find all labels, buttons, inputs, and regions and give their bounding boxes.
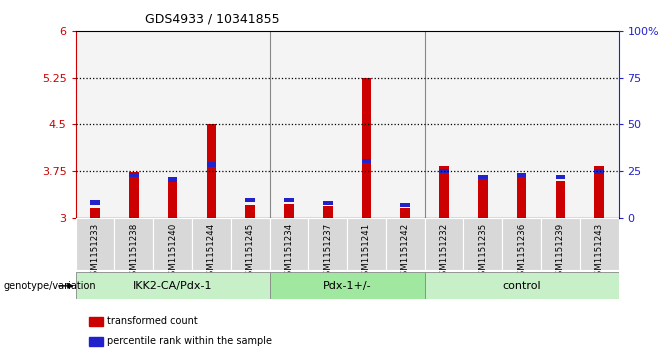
Bar (114, 218, 153, 270)
Bar (580, 31, 619, 218)
Text: GSM1151241: GSM1151241 (362, 223, 371, 281)
Bar (362, 159, 371, 163)
Bar (347, 218, 386, 270)
Bar (90, 200, 100, 205)
Bar (439, 166, 449, 218)
Bar (386, 218, 424, 270)
Bar (168, 179, 178, 218)
Text: transformed count: transformed count (107, 316, 198, 326)
Bar (231, 218, 270, 270)
Bar (270, 31, 309, 218)
Text: GSM1151244: GSM1151244 (207, 223, 216, 281)
Bar (478, 175, 488, 179)
Bar (245, 205, 255, 218)
Text: GSM1151242: GSM1151242 (401, 223, 410, 281)
Text: IKK2-CA/Pdx-1: IKK2-CA/Pdx-1 (133, 281, 213, 291)
Text: genotype/variation: genotype/variation (3, 281, 96, 291)
Text: GDS4933 / 10341855: GDS4933 / 10341855 (145, 13, 280, 26)
Bar (386, 31, 424, 218)
Bar (555, 175, 565, 179)
Bar (424, 272, 619, 299)
Text: GSM1151237: GSM1151237 (323, 223, 332, 281)
Text: GSM1151233: GSM1151233 (91, 223, 99, 281)
Bar (245, 198, 255, 202)
Bar (270, 218, 309, 270)
Bar (347, 31, 386, 218)
Text: GSM1151245: GSM1151245 (245, 223, 255, 281)
Bar (76, 31, 114, 218)
Bar (129, 172, 139, 218)
Bar (114, 31, 153, 218)
Text: GSM1151238: GSM1151238 (130, 223, 138, 281)
Text: GSM1151243: GSM1151243 (595, 223, 603, 281)
Text: Pdx-1+/-: Pdx-1+/- (323, 281, 371, 291)
Bar (401, 203, 410, 207)
Text: percentile rank within the sample: percentile rank within the sample (107, 336, 272, 346)
Bar (168, 177, 178, 182)
Text: GSM1151235: GSM1151235 (478, 223, 488, 281)
Text: GSM1151239: GSM1151239 (556, 223, 565, 281)
Bar (284, 198, 293, 202)
Bar (231, 31, 270, 218)
Bar (541, 218, 580, 270)
Bar (309, 31, 347, 218)
Bar (76, 218, 114, 270)
Bar (424, 218, 463, 270)
Bar (463, 218, 502, 270)
Bar (424, 31, 463, 218)
Bar (439, 168, 449, 173)
Bar (323, 206, 332, 218)
Bar (129, 173, 139, 177)
Bar (362, 78, 371, 218)
Bar (153, 218, 192, 270)
Bar (401, 208, 410, 218)
Bar (192, 218, 231, 270)
Bar (541, 31, 580, 218)
Bar (502, 218, 541, 270)
Bar (153, 31, 192, 218)
Text: GSM1151236: GSM1151236 (517, 223, 526, 281)
Bar (478, 175, 488, 218)
Text: GSM1151240: GSM1151240 (168, 223, 177, 281)
Bar (270, 272, 424, 299)
Bar (502, 31, 541, 218)
Bar (517, 173, 526, 177)
Text: control: control (502, 281, 541, 291)
Bar (517, 173, 526, 218)
Bar (323, 201, 332, 205)
Bar (463, 31, 502, 218)
Bar (309, 218, 347, 270)
Text: GSM1151232: GSM1151232 (440, 223, 449, 281)
Bar (207, 162, 216, 167)
Bar (76, 272, 270, 299)
Bar (594, 169, 604, 174)
Text: GSM1151234: GSM1151234 (284, 223, 293, 281)
Bar (580, 218, 619, 270)
Bar (555, 181, 565, 218)
Bar (207, 124, 216, 218)
Bar (284, 204, 293, 218)
Bar (594, 166, 604, 218)
Bar (192, 31, 231, 218)
Bar (90, 208, 100, 218)
